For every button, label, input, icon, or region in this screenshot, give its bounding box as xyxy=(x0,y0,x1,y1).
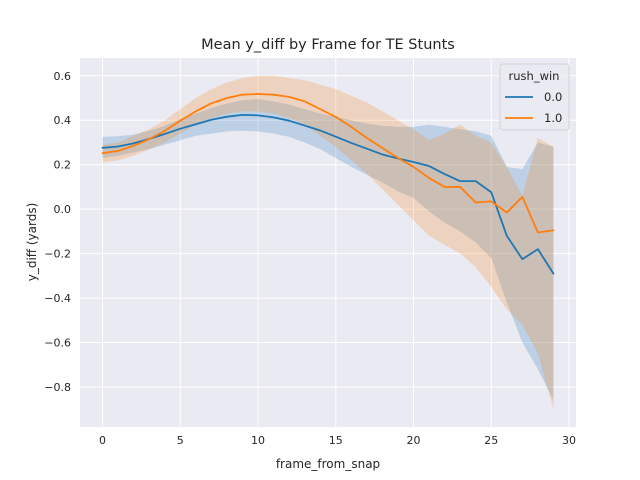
y-tick-label: 0.2 xyxy=(54,159,72,172)
confidence-bands xyxy=(102,75,554,410)
series-lines xyxy=(101,93,555,275)
x-axis-ticks: 0 5 10 15 20 25 30 xyxy=(99,434,576,447)
y-axis-label: y_diff (yards) xyxy=(25,203,39,282)
legend-label-0-0: 0.0 xyxy=(544,90,562,104)
y-tick-label: −0.8 xyxy=(44,381,71,394)
y-axis-ticks: 0.6 0.4 0.2 0.0 −0.2 −0.4 −0.6 −0.8 xyxy=(44,70,71,394)
y-tick-label: −0.2 xyxy=(44,248,71,261)
legend: rush_win 0.0 1.0 xyxy=(499,63,570,131)
y-tick-label: −0.4 xyxy=(44,292,71,305)
legend-items: 0.0 1.0 xyxy=(505,90,562,125)
chart-title: Mean y_diff by Frame for TE Stunts xyxy=(201,37,455,53)
series-line-0-0 xyxy=(101,114,555,275)
x-tick-label: 0 xyxy=(99,434,106,447)
y-tick-label: 0.4 xyxy=(54,114,72,127)
confidence-band-0-0 xyxy=(102,99,554,401)
y-tick-label: 0.0 xyxy=(54,203,72,216)
y-tick-label: 0.6 xyxy=(54,70,72,83)
legend-title: rush_win xyxy=(509,69,560,83)
series-line-1-0 xyxy=(101,93,555,234)
x-tick-label: 10 xyxy=(251,434,265,447)
x-tick-label: 5 xyxy=(177,434,184,447)
x-tick-label: 20 xyxy=(407,434,421,447)
x-tick-label: 15 xyxy=(329,434,343,447)
legend-box xyxy=(499,63,570,131)
plot-area xyxy=(80,58,576,427)
gridlines xyxy=(80,58,576,427)
confidence-band-1-0 xyxy=(102,75,554,410)
legend-label-1-0: 1.0 xyxy=(544,111,562,125)
x-tick-label: 25 xyxy=(484,434,498,447)
y-tick-label: −0.6 xyxy=(44,337,71,350)
x-axis-label: frame_from_snap xyxy=(276,457,380,471)
x-tick-label: 30 xyxy=(562,434,576,447)
